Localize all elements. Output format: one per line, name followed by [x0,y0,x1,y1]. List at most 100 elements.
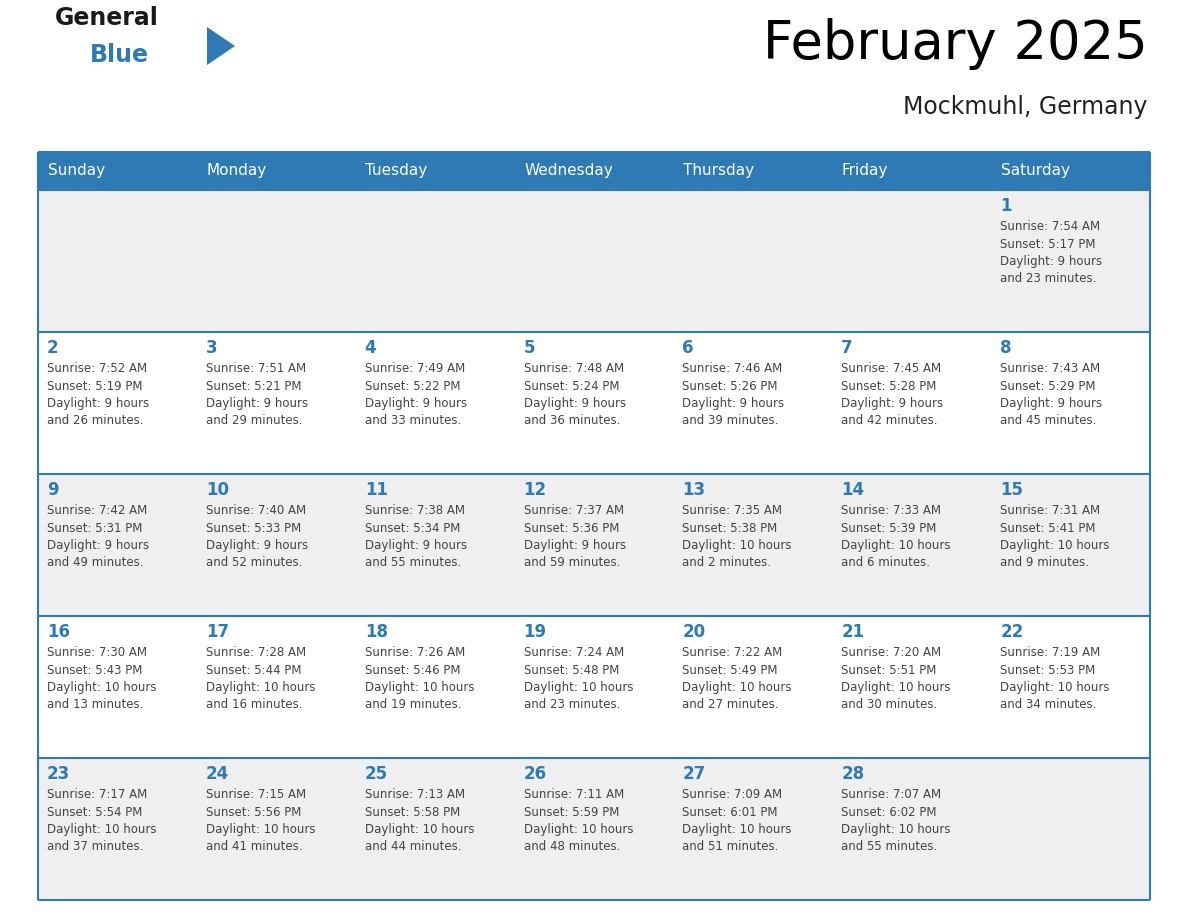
Bar [514,152,674,190]
Bar [38,152,197,190]
Text: 24: 24 [206,765,229,783]
Text: 20: 20 [682,623,706,641]
Text: Sunrise: 7:46 AM
Sunset: 5:26 PM
Daylight: 9 hours
and 39 minutes.: Sunrise: 7:46 AM Sunset: 5:26 PM Dayligh… [682,362,784,428]
Bar [833,616,991,758]
Bar [514,190,674,332]
Text: 8: 8 [1000,339,1012,357]
Text: 18: 18 [365,623,387,641]
Text: Sunrise: 7:09 AM
Sunset: 6:01 PM
Daylight: 10 hours
and 51 minutes.: Sunrise: 7:09 AM Sunset: 6:01 PM Dayligh… [682,788,792,854]
Bar [355,152,514,190]
Text: Sunrise: 7:19 AM
Sunset: 5:53 PM
Daylight: 10 hours
and 34 minutes.: Sunrise: 7:19 AM Sunset: 5:53 PM Dayligh… [1000,646,1110,711]
Text: 13: 13 [682,481,706,499]
Text: 25: 25 [365,765,387,783]
Text: Sunrise: 7:37 AM
Sunset: 5:36 PM
Daylight: 9 hours
and 59 minutes.: Sunrise: 7:37 AM Sunset: 5:36 PM Dayligh… [524,504,626,569]
Text: Sunrise: 7:45 AM
Sunset: 5:28 PM
Daylight: 9 hours
and 42 minutes.: Sunrise: 7:45 AM Sunset: 5:28 PM Dayligh… [841,362,943,428]
Bar [991,758,1150,900]
Text: Sunrise: 7:52 AM
Sunset: 5:19 PM
Daylight: 9 hours
and 26 minutes.: Sunrise: 7:52 AM Sunset: 5:19 PM Dayligh… [48,362,150,428]
Text: Sunrise: 7:42 AM
Sunset: 5:31 PM
Daylight: 9 hours
and 49 minutes.: Sunrise: 7:42 AM Sunset: 5:31 PM Dayligh… [48,504,150,569]
Bar [197,152,355,190]
Bar [674,332,833,474]
Text: 10: 10 [206,481,229,499]
Text: Sunrise: 7:11 AM
Sunset: 5:59 PM
Daylight: 10 hours
and 48 minutes.: Sunrise: 7:11 AM Sunset: 5:59 PM Dayligh… [524,788,633,854]
Text: 15: 15 [1000,481,1023,499]
Text: 27: 27 [682,765,706,783]
Bar [197,758,355,900]
Text: 14: 14 [841,481,865,499]
Text: Sunrise: 7:26 AM
Sunset: 5:46 PM
Daylight: 10 hours
and 19 minutes.: Sunrise: 7:26 AM Sunset: 5:46 PM Dayligh… [365,646,474,711]
Text: Tuesday: Tuesday [365,163,428,178]
Text: 22: 22 [1000,623,1023,641]
Text: Sunrise: 7:15 AM
Sunset: 5:56 PM
Daylight: 10 hours
and 41 minutes.: Sunrise: 7:15 AM Sunset: 5:56 PM Dayligh… [206,788,315,854]
Bar [833,758,991,900]
Bar [833,152,991,190]
Text: 16: 16 [48,623,70,641]
Text: 19: 19 [524,623,546,641]
Bar [197,616,355,758]
Bar [38,758,197,900]
Text: Sunrise: 7:49 AM
Sunset: 5:22 PM
Daylight: 9 hours
and 33 minutes.: Sunrise: 7:49 AM Sunset: 5:22 PM Dayligh… [365,362,467,428]
Text: Wednesday: Wednesday [524,163,613,178]
Text: 4: 4 [365,339,377,357]
Text: 26: 26 [524,765,546,783]
Bar [514,616,674,758]
Text: Sunrise: 7:54 AM
Sunset: 5:17 PM
Daylight: 9 hours
and 23 minutes.: Sunrise: 7:54 AM Sunset: 5:17 PM Dayligh… [1000,220,1102,285]
Text: 3: 3 [206,339,217,357]
Text: General: General [55,6,159,30]
Bar [197,190,355,332]
Bar [38,474,197,616]
Text: Sunrise: 7:30 AM
Sunset: 5:43 PM
Daylight: 10 hours
and 13 minutes.: Sunrise: 7:30 AM Sunset: 5:43 PM Dayligh… [48,646,157,711]
Text: Sunrise: 7:07 AM
Sunset: 6:02 PM
Daylight: 10 hours
and 55 minutes.: Sunrise: 7:07 AM Sunset: 6:02 PM Dayligh… [841,788,950,854]
Text: Sunrise: 7:22 AM
Sunset: 5:49 PM
Daylight: 10 hours
and 27 minutes.: Sunrise: 7:22 AM Sunset: 5:49 PM Dayligh… [682,646,792,711]
Text: Mockmuhl, Germany: Mockmuhl, Germany [904,95,1148,119]
Text: Sunrise: 7:17 AM
Sunset: 5:54 PM
Daylight: 10 hours
and 37 minutes.: Sunrise: 7:17 AM Sunset: 5:54 PM Dayligh… [48,788,157,854]
Text: Sunrise: 7:40 AM
Sunset: 5:33 PM
Daylight: 9 hours
and 52 minutes.: Sunrise: 7:40 AM Sunset: 5:33 PM Dayligh… [206,504,308,569]
Bar [355,332,514,474]
Text: Thursday: Thursday [683,163,754,178]
Text: Saturday: Saturday [1000,163,1069,178]
Text: Sunrise: 7:48 AM
Sunset: 5:24 PM
Daylight: 9 hours
and 36 minutes.: Sunrise: 7:48 AM Sunset: 5:24 PM Dayligh… [524,362,626,428]
Bar [38,616,197,758]
Text: Sunrise: 7:13 AM
Sunset: 5:58 PM
Daylight: 10 hours
and 44 minutes.: Sunrise: 7:13 AM Sunset: 5:58 PM Dayligh… [365,788,474,854]
Bar [991,616,1150,758]
Bar [38,190,197,332]
Bar [833,474,991,616]
Text: 11: 11 [365,481,387,499]
Text: 7: 7 [841,339,853,357]
Bar [355,474,514,616]
Text: Sunrise: 7:20 AM
Sunset: 5:51 PM
Daylight: 10 hours
and 30 minutes.: Sunrise: 7:20 AM Sunset: 5:51 PM Dayligh… [841,646,950,711]
Text: Sunrise: 7:51 AM
Sunset: 5:21 PM
Daylight: 9 hours
and 29 minutes.: Sunrise: 7:51 AM Sunset: 5:21 PM Dayligh… [206,362,308,428]
Text: Sunrise: 7:28 AM
Sunset: 5:44 PM
Daylight: 10 hours
and 16 minutes.: Sunrise: 7:28 AM Sunset: 5:44 PM Dayligh… [206,646,315,711]
Text: Sunrise: 7:24 AM
Sunset: 5:48 PM
Daylight: 10 hours
and 23 minutes.: Sunrise: 7:24 AM Sunset: 5:48 PM Dayligh… [524,646,633,711]
Bar [514,758,674,900]
Bar [674,190,833,332]
Text: 28: 28 [841,765,865,783]
Bar [991,474,1150,616]
Text: 6: 6 [682,339,694,357]
Bar [514,332,674,474]
Bar [991,332,1150,474]
Bar [38,332,197,474]
Bar [833,332,991,474]
Bar [197,474,355,616]
Text: 1: 1 [1000,197,1012,215]
Polygon shape [207,27,235,65]
Text: Blue: Blue [90,43,148,67]
Bar [991,190,1150,332]
Text: 9: 9 [48,481,58,499]
Text: Sunrise: 7:33 AM
Sunset: 5:39 PM
Daylight: 10 hours
and 6 minutes.: Sunrise: 7:33 AM Sunset: 5:39 PM Dayligh… [841,504,950,569]
Bar [674,474,833,616]
Bar [355,616,514,758]
Bar [674,152,833,190]
Bar [514,474,674,616]
Text: 2: 2 [48,339,58,357]
Text: 21: 21 [841,623,865,641]
Text: February 2025: February 2025 [763,18,1148,70]
Text: Monday: Monday [207,163,266,178]
Text: 23: 23 [48,765,70,783]
Text: 12: 12 [524,481,546,499]
Text: Sunday: Sunday [48,163,105,178]
Text: Sunrise: 7:35 AM
Sunset: 5:38 PM
Daylight: 10 hours
and 2 minutes.: Sunrise: 7:35 AM Sunset: 5:38 PM Dayligh… [682,504,792,569]
Bar [991,152,1150,190]
Text: 5: 5 [524,339,535,357]
Text: 17: 17 [206,623,229,641]
